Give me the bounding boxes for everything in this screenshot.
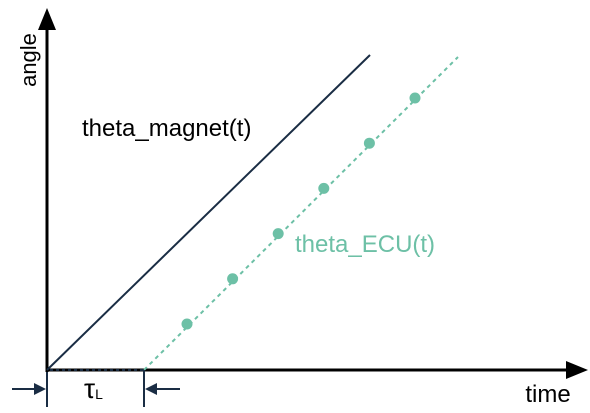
ecu-sample-point <box>181 318 193 330</box>
delay-subscript: L <box>95 386 103 402</box>
theta-ecu-label: theta_ECU(t) <box>295 231 435 258</box>
ecu-sample-point <box>318 182 330 194</box>
delay-symbol: τ <box>84 373 95 404</box>
delay-right-arrow-icon <box>145 383 157 395</box>
theta-ecu-samples <box>181 92 421 330</box>
ecu-sample-point <box>272 228 284 240</box>
x-axis-label: time <box>525 381 570 408</box>
theta-ecu-line <box>143 56 459 371</box>
theta-magnet-label: theta_magnet(t) <box>82 115 251 142</box>
x-axis-arrow <box>566 361 588 379</box>
ecu-sample-point <box>227 273 239 285</box>
ecu-sample-point <box>409 92 421 104</box>
y-axis-arrow <box>38 8 56 30</box>
theta-magnet-line <box>46 54 371 371</box>
ecu-sample-point <box>363 137 375 149</box>
delay-left-arrow-icon <box>34 383 46 395</box>
delay-label: τL <box>84 373 103 404</box>
y-axis-label: angle <box>16 33 41 87</box>
